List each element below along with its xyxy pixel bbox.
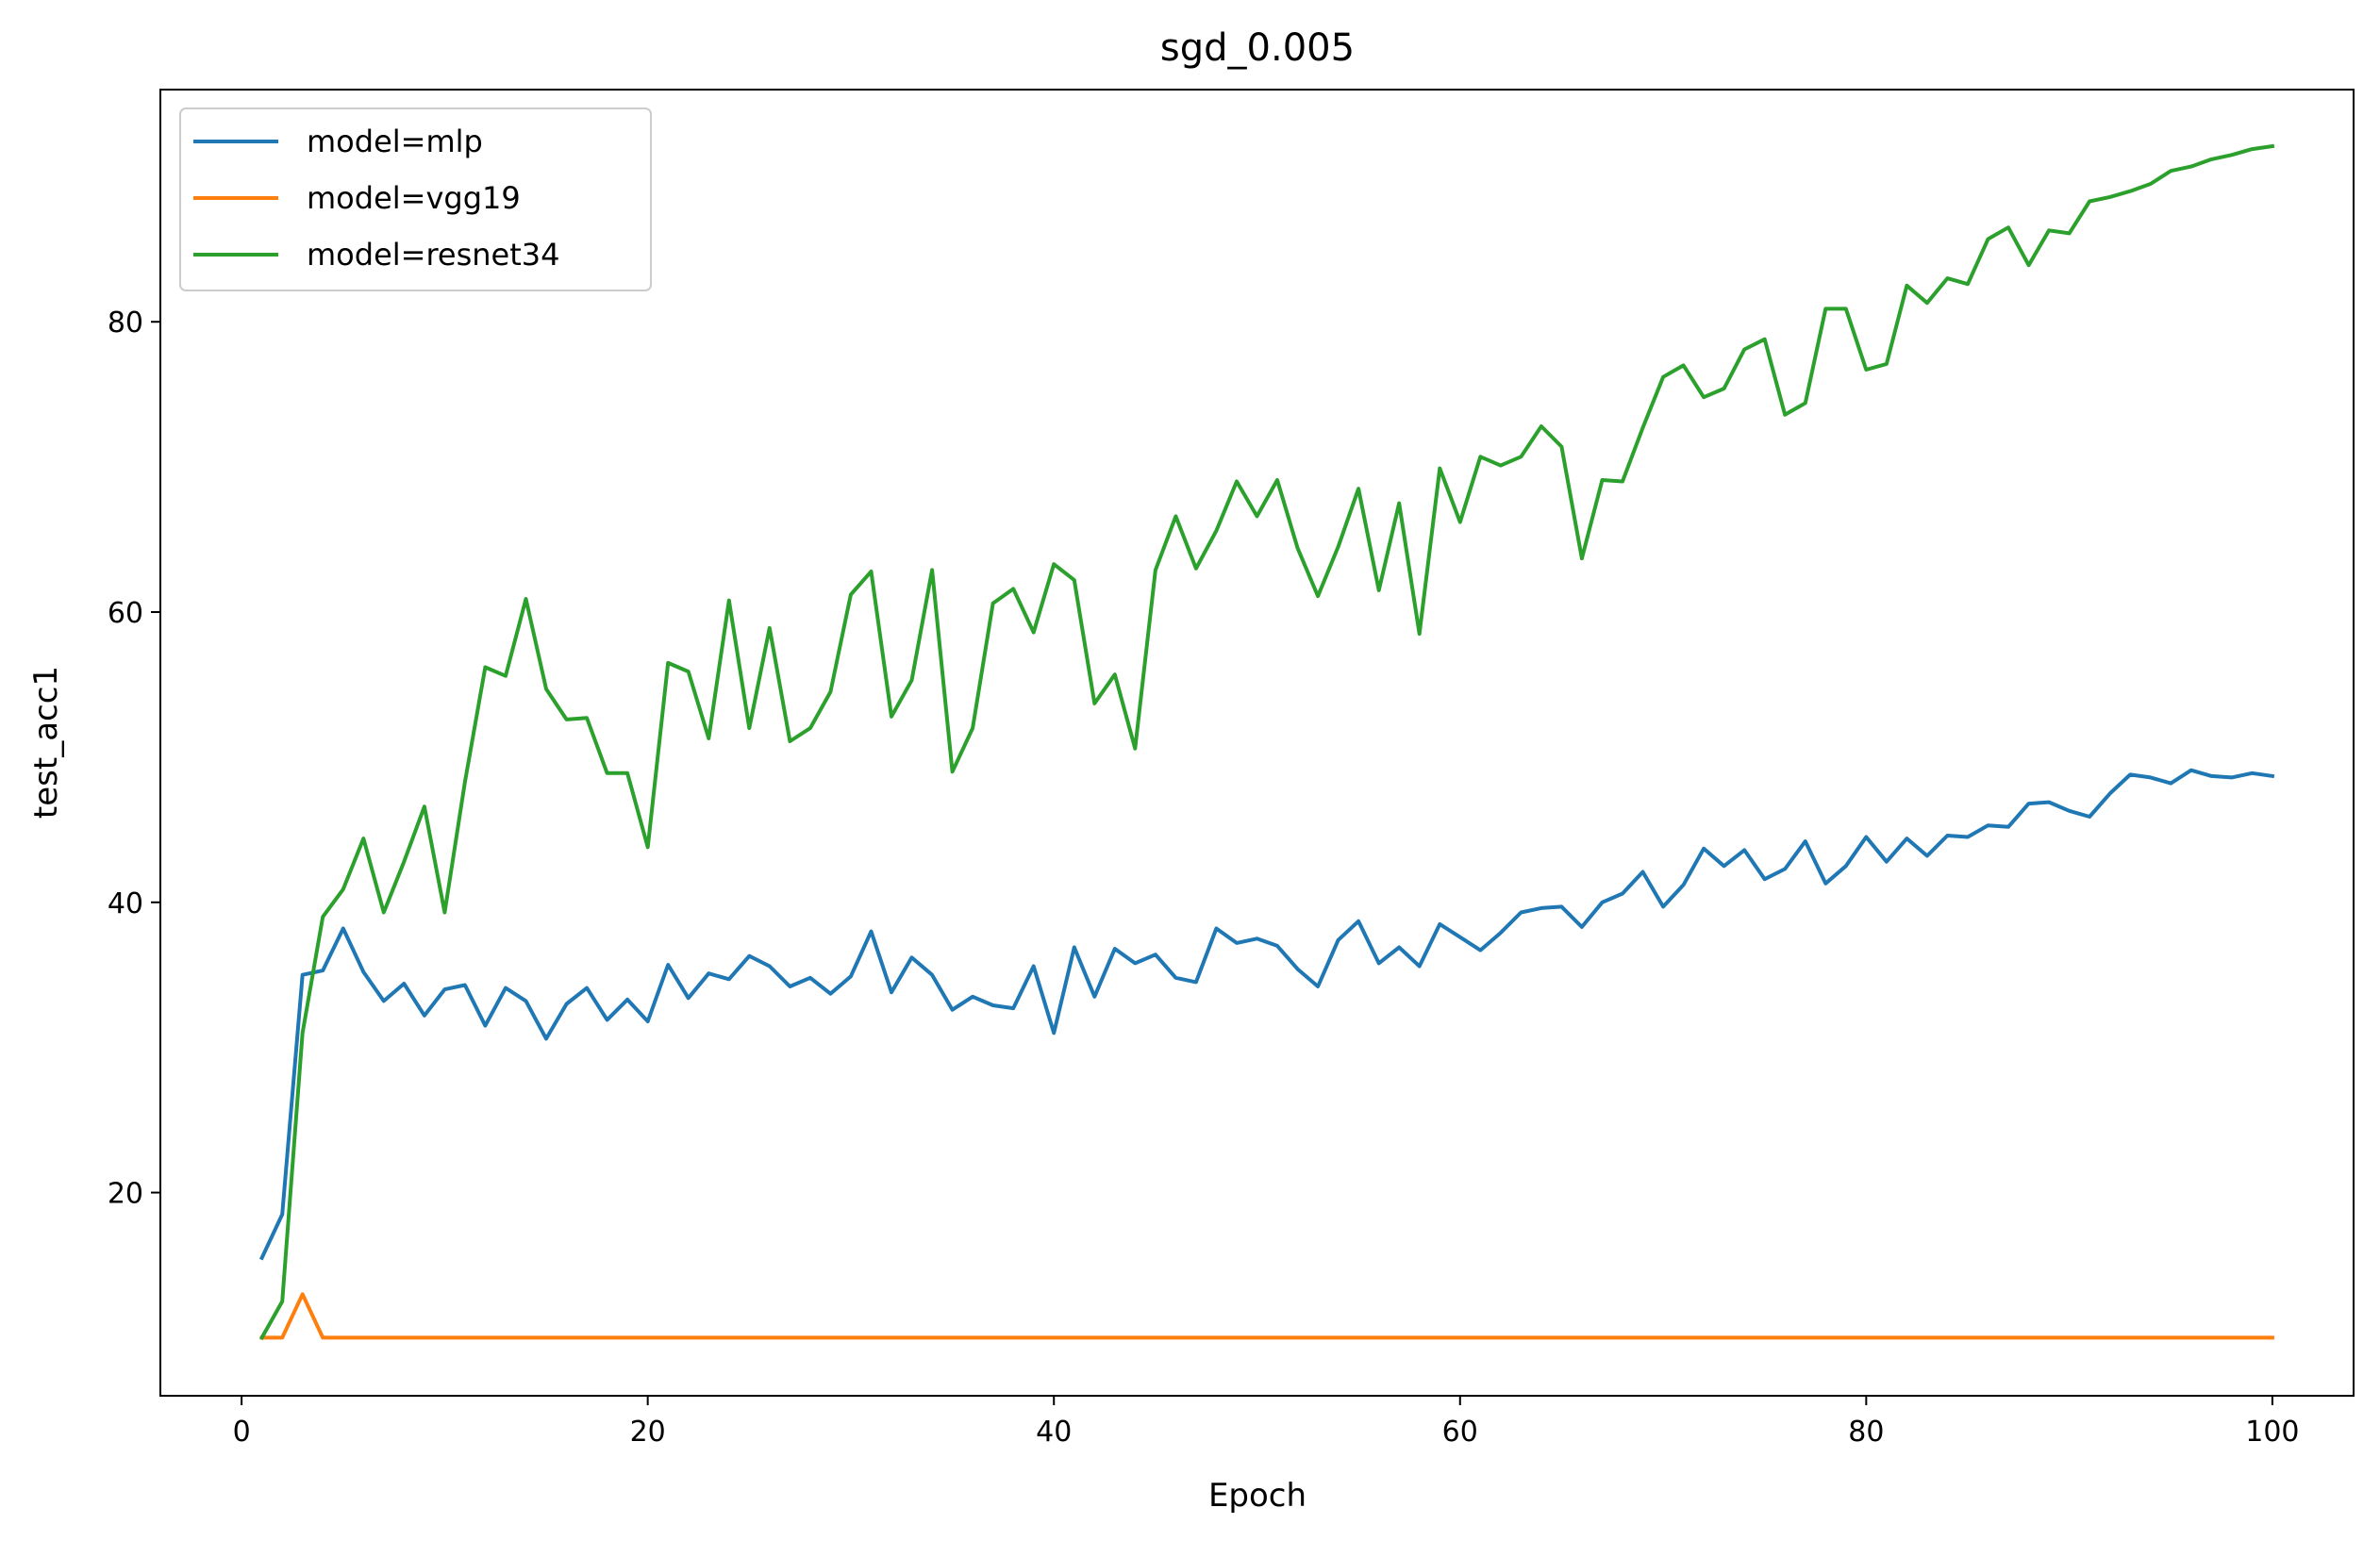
x-tick-label: 20 — [630, 1416, 666, 1449]
plot-area: 0 20 40 60 80 100 20 40 60 80 — [108, 89, 2355, 1449]
x-tick-label: 40 — [1036, 1416, 1072, 1449]
series-line-resnet34 — [258, 143, 2275, 1341]
y-tick-label: 20 — [108, 1178, 143, 1211]
y-tick-label: 40 — [108, 887, 143, 920]
x-tick-label: 0 — [233, 1416, 251, 1449]
legend-label-mlp: model=mlp — [307, 124, 483, 159]
legend-label-vgg19: model=vgg19 — [307, 180, 521, 216]
x-tick-label: 60 — [1442, 1416, 1478, 1449]
y-axis-label: test_acc1 — [27, 666, 65, 819]
x-axis-ticks: 0 20 40 60 80 100 — [233, 1396, 2300, 1449]
axes-frame — [159, 89, 2355, 1397]
legend-box — [179, 108, 652, 291]
y-tick-label: 80 — [108, 307, 143, 340]
chart-title: sgd_0.005 — [1160, 26, 1355, 70]
x-tick-label: 100 — [2245, 1416, 2299, 1449]
y-axis-ticks: 20 40 60 80 — [108, 307, 160, 1211]
y-tick-label: 60 — [108, 597, 143, 630]
series-layer — [258, 143, 2275, 1341]
legend: model=mlp model=vgg19 model=resnet34 — [179, 108, 652, 291]
x-axis-label: Epoch — [1208, 1477, 1307, 1515]
x-tick-label: 80 — [1848, 1416, 1884, 1449]
series-line-vgg19 — [259, 1292, 2274, 1340]
series-line-mlp — [258, 768, 2275, 1261]
legend-label-resnet34: model=resnet34 — [307, 237, 560, 273]
